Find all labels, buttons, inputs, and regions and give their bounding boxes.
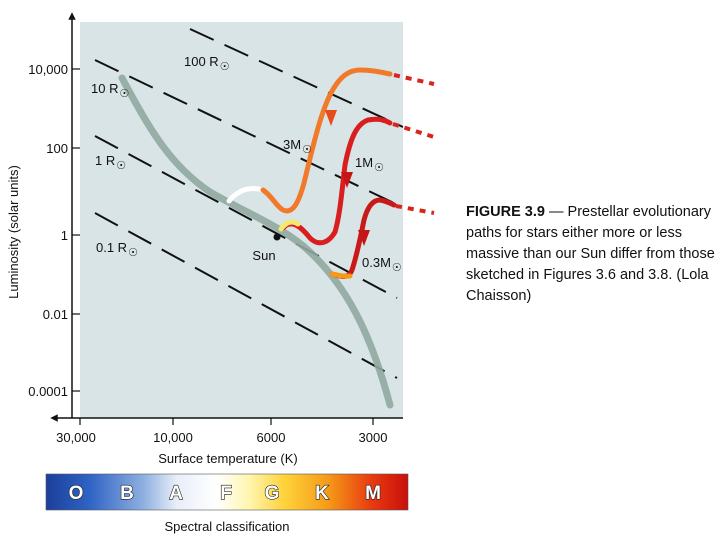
radius-line-1 (94, 135, 398, 299)
spectral-class-f: F (220, 483, 232, 504)
spectral-class-o: O (69, 483, 84, 504)
spectral-class-g: G (265, 483, 280, 504)
sun-label: Sun (252, 248, 275, 263)
y-tick-label: 10,000 (28, 62, 68, 77)
x-ticks (79, 418, 374, 425)
y-tick-label: 100 (46, 141, 68, 156)
track-0.3msun-arrow (358, 230, 370, 246)
track-0.3msun-orange (329, 271, 353, 279)
track-3msun-arrow (325, 110, 337, 126)
track-1msun-yellow (278, 219, 301, 232)
spectral-title: Spectral classification (165, 519, 290, 534)
track-3msun (260, 67, 393, 214)
spectral-class-b: B (120, 483, 134, 504)
y-tick-label: 0.0001 (28, 384, 68, 399)
plot-area (80, 22, 403, 418)
spectral-letters: O B A F G K M (68, 482, 382, 504)
x-axis-title: Surface temperature (K) (158, 451, 297, 466)
radius-lines (94, 28, 404, 379)
spectral-bar (45, 473, 409, 511)
radius-label-1: 1 R☉ (95, 153, 126, 172)
y-tick-label: 1 (61, 228, 68, 243)
y-axis-title: Luminosity (solar units) (6, 165, 21, 299)
radius-line-100 (189, 28, 404, 128)
x-tick-labels: 30,000 10,000 6000 3000 (56, 430, 387, 445)
y-tick-label: 0.01 (43, 307, 68, 322)
track-label-1msun: 1M☉ (355, 155, 384, 174)
spectral-class-k: K (315, 483, 329, 504)
axes (50, 12, 403, 422)
x-tick-label: 30,000 (56, 430, 96, 445)
radius-label-0.1: 0.1 R☉ (96, 240, 138, 259)
x-tick-label: 6000 (257, 430, 286, 445)
caption-text: — Prestellar evolutionary paths for star… (466, 204, 715, 304)
x-tick-label: 10,000 (153, 430, 193, 445)
spectral-class-m: M (365, 483, 381, 504)
y-ticks (72, 68, 80, 392)
figure-caption: FIGURE 3.9 — Prestellar evolutionary pat… (466, 202, 716, 307)
spectral-class-a: A (169, 483, 183, 504)
main-sequence (118, 74, 394, 409)
track-1msun (280, 116, 393, 246)
radius-label-10: 10 R☉ (91, 81, 129, 100)
x-tick-label: 3000 (359, 430, 388, 445)
sun-marker (273, 233, 281, 241)
radius-label-100: 100 R☉ (184, 54, 230, 73)
white-track-segment (226, 185, 265, 204)
track-label-3msun: 3M☉ (283, 137, 312, 156)
radius-line-0.1 (94, 212, 398, 379)
track-label-0.3msun: 0.3M☉ (362, 255, 402, 274)
track-1msun-arrow (341, 172, 353, 188)
caption-title: FIGURE 3.9 (466, 204, 545, 220)
y-tick-labels: 10,000 100 1 0.01 0.0001 (28, 62, 68, 399)
